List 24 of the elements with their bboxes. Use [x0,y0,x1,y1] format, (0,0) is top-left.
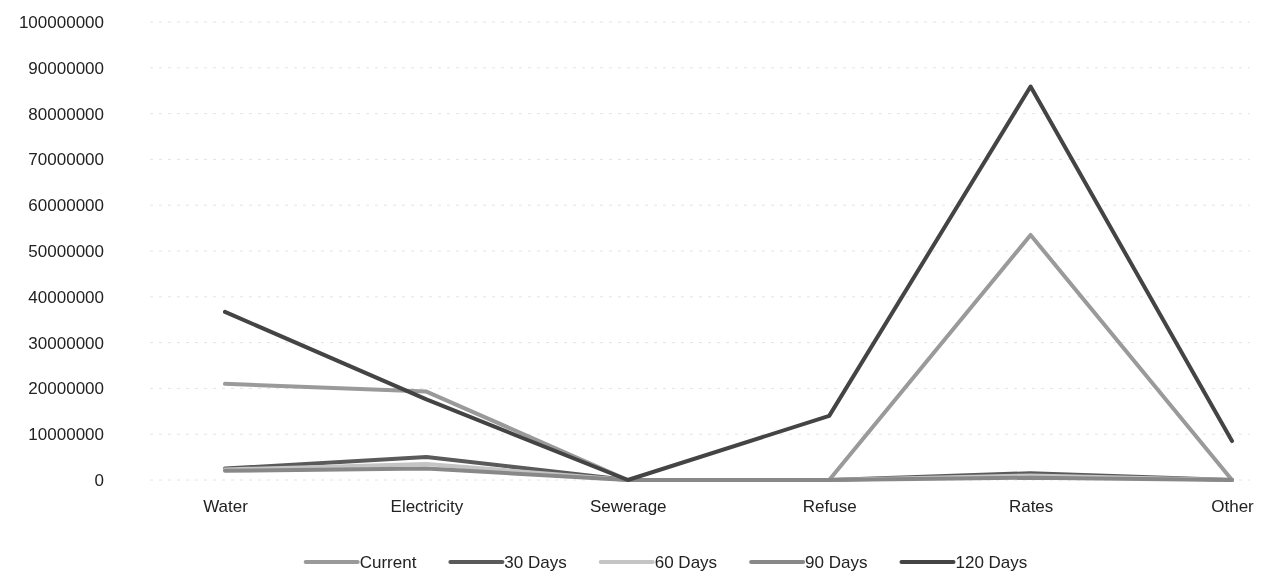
legend-label: 90 Days [805,553,868,572]
y-tick-label: 40000000 [28,287,104,307]
line-series [223,84,1234,482]
y-tick-label: 0 [94,470,104,490]
y-tick-label: 70000000 [28,150,104,170]
line-series [223,466,1234,482]
y-tick-label: 20000000 [28,379,104,399]
x-tick-label: Refuse [802,497,857,517]
y-tick-label: 50000000 [28,241,104,261]
x-tick-label: Sewerage [590,497,667,517]
y-tick-label: 80000000 [28,104,104,124]
legend-label: 30 Days [504,553,567,572]
legend-label: Current [359,553,417,572]
y-tick-label: 100000000 [18,12,104,32]
y-tick-label: 60000000 [28,196,104,216]
x-tick-label: Rates [1008,497,1054,517]
x-tick-label: Water [203,497,249,517]
legend-label: 120 Days [955,553,1028,572]
y-tick-label: 90000000 [28,58,104,78]
x-tick-label: Other [1211,497,1255,517]
x-tick-label: Electricity [390,497,464,517]
y-tick-label: 10000000 [28,425,104,445]
legend-label: 60 Days [654,553,718,572]
y-tick-label: 30000000 [28,333,104,353]
